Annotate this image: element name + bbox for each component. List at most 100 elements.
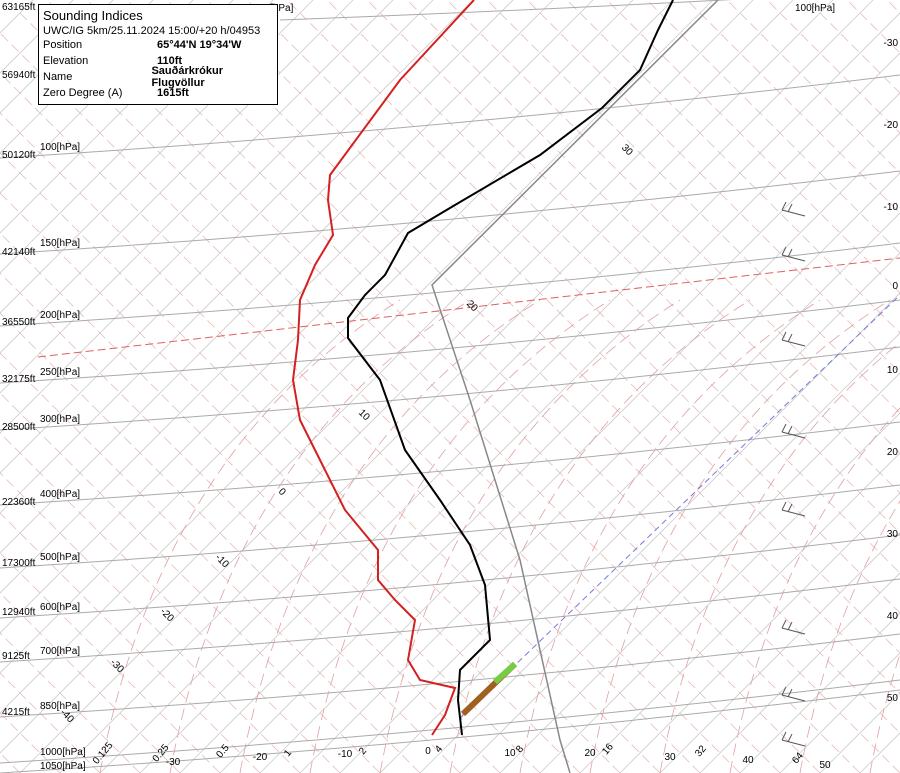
isotherm xyxy=(259,132,900,773)
isotherm xyxy=(779,652,900,773)
info-row: Elevation 110ft xyxy=(43,53,273,69)
isotherm xyxy=(419,292,900,773)
moist-adiabat xyxy=(239,299,541,773)
wind-barb xyxy=(781,694,806,702)
info-row: Zero Degree (A) 1615ft xyxy=(43,85,273,101)
isobar xyxy=(0,346,900,431)
isotherm xyxy=(0,0,754,754)
right-axis-label: 50 xyxy=(887,693,899,704)
temperature-label: 0 xyxy=(425,746,431,757)
isobar xyxy=(0,633,900,718)
info-value: Sauðárkrókur Flugvöllur xyxy=(151,65,223,89)
mixing-ratio-label: 4 xyxy=(433,743,445,755)
adiabat xyxy=(366,0,900,534)
adiabat xyxy=(0,112,661,773)
temperature-label: 20 xyxy=(584,748,596,759)
mixing-ratio-label: 32 xyxy=(693,743,709,759)
isotherm xyxy=(859,732,900,773)
isotherm xyxy=(0,0,674,674)
info-box: Sounding Indices UWC/IG 5km/25.11.2024 1… xyxy=(38,4,278,105)
isotherm-label: 30 xyxy=(619,142,635,158)
wind-barb xyxy=(781,254,806,262)
isotherm xyxy=(539,412,900,773)
info-rows: Position 65°44'N 19°34'W Elevation 110ft Nam… xyxy=(43,37,273,101)
isotherm xyxy=(139,12,900,773)
adiabat xyxy=(126,0,900,773)
isobar xyxy=(0,170,900,255)
pressure-label: [hPa] xyxy=(270,3,294,14)
info-row: Position 65°44'N 19°34'W xyxy=(43,37,273,53)
adiabat xyxy=(0,312,461,773)
pressure-label: 300[hPa] xyxy=(40,414,80,425)
isotherm-label: -10 xyxy=(213,552,231,570)
height-label: 4215ft xyxy=(2,707,30,718)
temperature-label: 50 xyxy=(819,760,831,771)
isotherm xyxy=(179,52,900,773)
adiabat xyxy=(446,0,900,454)
adiabat xyxy=(0,392,381,773)
wind-barb xyxy=(781,509,806,517)
height-label: 36550ft xyxy=(2,317,36,328)
isobar xyxy=(0,689,900,773)
pressure-label: 100[hPa] xyxy=(795,3,835,14)
info-key: Position xyxy=(43,39,83,51)
adiabat xyxy=(206,0,900,694)
wind-barb xyxy=(781,209,806,217)
right-axis-label: 0 xyxy=(892,281,898,292)
wind-barb xyxy=(781,431,806,439)
isotherm xyxy=(739,612,900,773)
wind-barb xyxy=(781,339,806,347)
wind-barb xyxy=(781,423,787,433)
info-value: 1615ft xyxy=(157,87,189,99)
moist-adiabat xyxy=(589,299,891,773)
isotherm xyxy=(0,0,634,634)
wind-barb xyxy=(787,621,793,631)
isotherm-label: -20 xyxy=(158,606,176,624)
pressure-label: 700[hPa] xyxy=(40,646,80,657)
mixing-ratio-label: 8 xyxy=(514,743,526,755)
adiabat xyxy=(6,0,781,773)
cape-segment-2 xyxy=(492,661,518,685)
right-axis-label: -20 xyxy=(884,120,899,131)
mixing-ratio-label: 0.125 xyxy=(91,740,116,767)
isotherm xyxy=(59,0,834,773)
adiabat xyxy=(46,0,821,773)
moist-adiabat xyxy=(449,299,751,773)
isobar xyxy=(0,578,900,663)
info-row: Name Sauðárkrókur Flugvöllur xyxy=(43,65,273,89)
isotherm xyxy=(659,532,900,773)
isobar xyxy=(279,0,733,21)
info-key: Zero Degree (A) xyxy=(43,87,123,99)
height-label: 22360ft xyxy=(2,497,36,508)
isotherm xyxy=(339,212,900,773)
isotherm xyxy=(0,0,234,234)
moist-adiabat xyxy=(729,407,900,773)
isotherm-label: 10 xyxy=(356,407,372,423)
adiabat xyxy=(86,0,861,773)
isobar xyxy=(0,534,900,619)
temperature-label: -10 xyxy=(338,749,353,760)
isotherm xyxy=(579,452,900,773)
isotherm xyxy=(99,0,874,773)
isotherm xyxy=(299,172,900,773)
isotherm xyxy=(619,492,900,773)
isobar xyxy=(0,242,900,327)
pressure-label: 250[hPa] xyxy=(40,367,80,378)
isotherm xyxy=(219,92,900,773)
adiabat xyxy=(0,552,221,773)
adiabat xyxy=(0,592,181,773)
zero-line xyxy=(37,257,900,358)
adiabat xyxy=(886,0,900,14)
pressure-label: 200[hPa] xyxy=(40,310,80,321)
isotherm xyxy=(0,0,714,714)
pressure-label: 500[hPa] xyxy=(40,552,80,563)
isotherm xyxy=(459,332,900,773)
right-axis-label: 30 xyxy=(887,529,899,540)
wind-barb xyxy=(781,201,787,211)
height-label: 56940ft xyxy=(2,70,36,81)
isotherm xyxy=(0,0,434,434)
adiabat xyxy=(0,152,621,773)
wind-barb xyxy=(787,333,793,343)
temperature-label: -30 xyxy=(166,757,181,768)
adiabat xyxy=(0,352,421,773)
